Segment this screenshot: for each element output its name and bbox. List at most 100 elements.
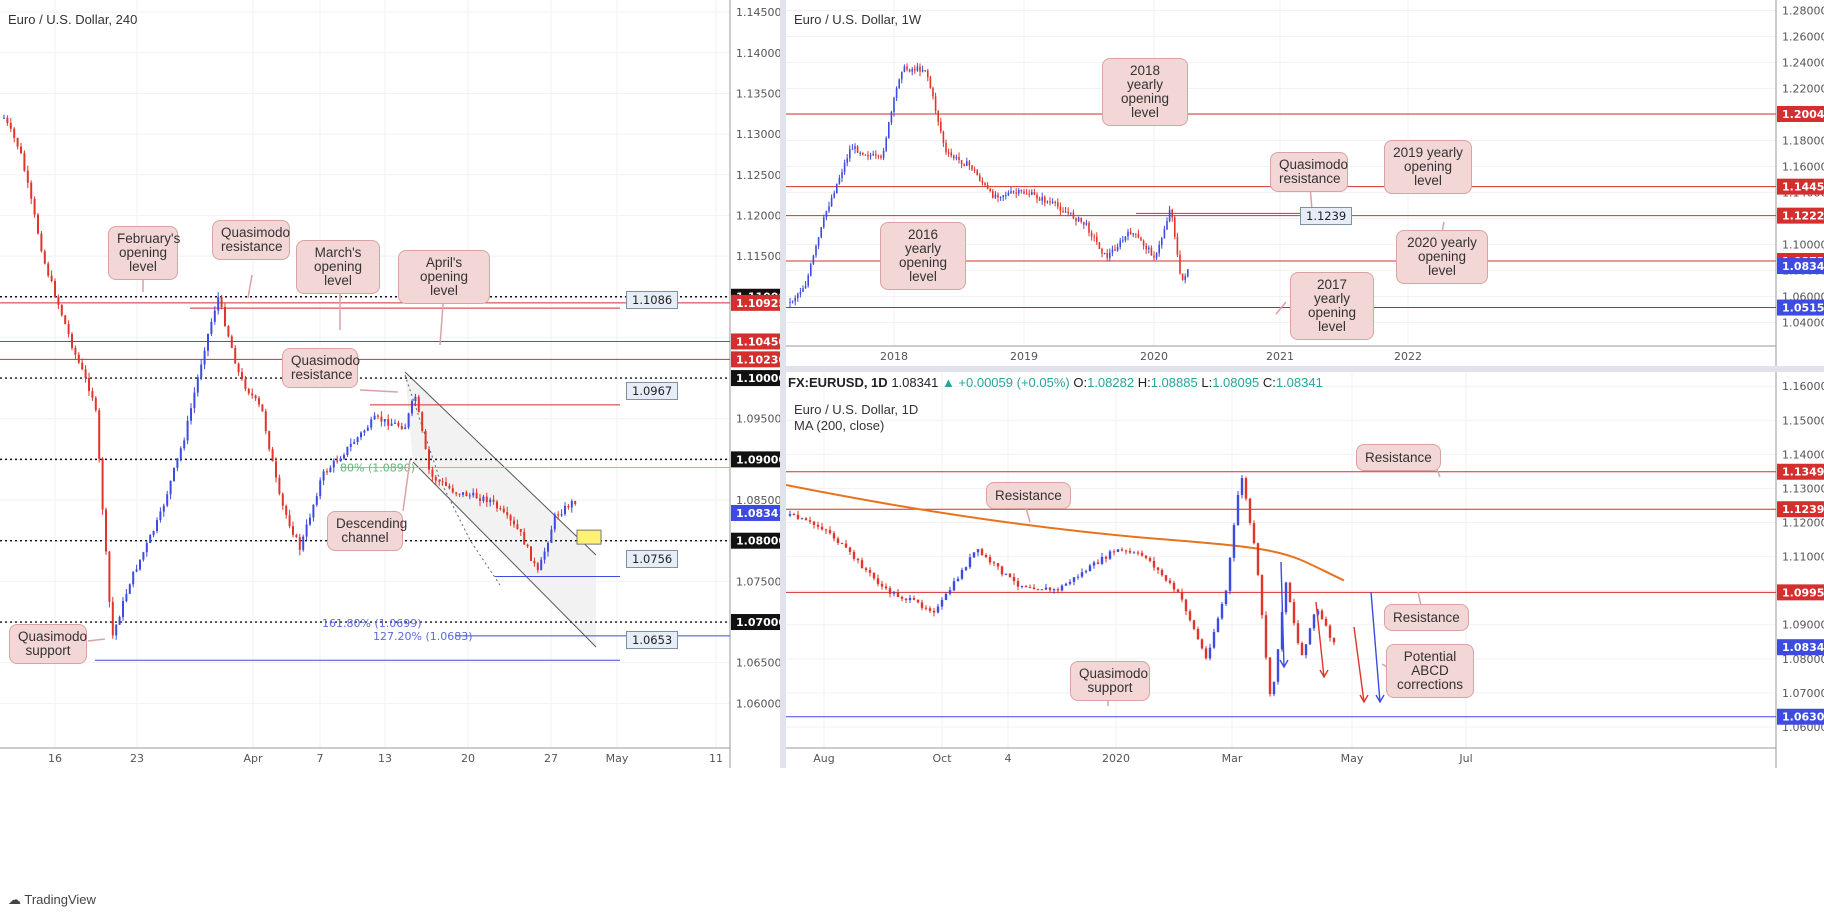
h4-candle-body bbox=[475, 492, 478, 499]
h4-candle-body bbox=[200, 364, 203, 378]
weekly-candle-body bbox=[804, 285, 807, 289]
daily-candle-body bbox=[964, 567, 968, 571]
daily-candle-body bbox=[1260, 574, 1264, 616]
tradingview-logo[interactable]: ☁ TradingView bbox=[8, 892, 96, 908]
daily-price-tag-bg bbox=[1777, 501, 1824, 518]
daily-candle-body bbox=[1044, 587, 1048, 590]
h4-candle-body bbox=[543, 551, 546, 560]
h4-candle-body bbox=[482, 496, 485, 501]
daily-chart-svg[interactable]: 1.16000 1.15000 1.14000 1.13000 1.12000 1.110… bbox=[786, 372, 1824, 768]
h4-candle-body bbox=[431, 469, 434, 477]
h4-candle-body bbox=[400, 425, 403, 430]
daily-high: 1.08885 bbox=[1150, 375, 1198, 390]
daily-candle-body bbox=[1144, 555, 1148, 559]
daily-candle-body bbox=[900, 596, 904, 599]
d-y-tick: 1.11000 bbox=[1782, 551, 1824, 564]
daily-close: 1.08341 bbox=[1275, 375, 1323, 390]
daily-candle-body bbox=[1200, 639, 1204, 649]
daily-candle-body bbox=[916, 599, 920, 603]
h4-candle-body bbox=[162, 505, 165, 512]
w-y-tick: 1.26000 bbox=[1782, 31, 1824, 44]
weekly-price-tag-bg bbox=[1777, 258, 1824, 275]
daily-candle-body bbox=[1276, 649, 1280, 682]
weekly-candle-body bbox=[1028, 193, 1030, 195]
weekly-candle-body bbox=[1161, 238, 1163, 245]
h4-candle-body bbox=[523, 531, 526, 545]
weekly-candle-body bbox=[1158, 244, 1160, 254]
weekly-chart-title: Euro / U.S. Dollar, 1W bbox=[794, 12, 922, 27]
h4-candle-body bbox=[26, 170, 29, 183]
weekly-candle-body bbox=[1007, 192, 1010, 196]
vertical-divider[interactable] bbox=[780, 0, 786, 768]
daily-candle-body bbox=[804, 518, 808, 521]
weekly-candle-body bbox=[1119, 240, 1121, 247]
daily-price-tag: 1.08341 bbox=[1782, 641, 1824, 654]
h4-candle-body bbox=[332, 460, 335, 468]
h4-chart-svg[interactable]: 1.14500 1.14000 1.13500 1.13000 1.12500 1.120… bbox=[0, 0, 780, 768]
callout-abcd: Potential ABCD corrections bbox=[1386, 644, 1474, 698]
h4-candle-body bbox=[3, 117, 5, 119]
weekly-candle-body bbox=[841, 172, 843, 178]
daily-chart-pane[interactable]: 1.16000 1.15000 1.14000 1.13000 1.12000 1.110… bbox=[786, 372, 1824, 768]
daily-candle-body bbox=[1160, 569, 1164, 576]
h4-candle-body bbox=[186, 420, 189, 441]
weekly-candle-body bbox=[1002, 195, 1004, 197]
daily-change: ▲ +0.00059 (+0.05%) bbox=[941, 375, 1070, 390]
weekly-candle-body bbox=[1179, 254, 1181, 274]
h4-candle-body bbox=[574, 500, 577, 505]
daily-candle-body bbox=[1156, 567, 1160, 570]
horizontal-divider[interactable] bbox=[786, 366, 1824, 372]
weekly-candle-body bbox=[1088, 222, 1090, 233]
weekly-candle-body bbox=[981, 180, 984, 184]
daily-candle-body bbox=[1060, 585, 1064, 591]
weekly-candle-body bbox=[1015, 192, 1017, 194]
daily-candle-body bbox=[1112, 551, 1116, 553]
daily-candle-body bbox=[860, 560, 864, 569]
h4-candle-body bbox=[23, 153, 26, 171]
weekly-candle-body bbox=[862, 152, 864, 155]
abcd-arrow bbox=[1315, 601, 1325, 678]
d-y-tick: 1.08000 bbox=[1782, 653, 1824, 666]
weekly-candle-body bbox=[1010, 191, 1012, 193]
weekly-candle-body bbox=[1140, 237, 1142, 241]
weekly-candle-body bbox=[906, 66, 908, 70]
h4-candle-body bbox=[502, 508, 505, 513]
callout-pointer bbox=[402, 459, 411, 512]
h4-candle-body bbox=[60, 304, 63, 316]
daily-candle-body bbox=[1292, 602, 1296, 624]
h4-candle-body bbox=[54, 280, 56, 297]
h4-candle-body bbox=[302, 536, 305, 550]
weekly-candle-body bbox=[932, 88, 934, 97]
daily-last: 1.08341 bbox=[891, 375, 939, 390]
daily-candle-body bbox=[1012, 576, 1016, 582]
d-y-tick: 1.07000 bbox=[1782, 687, 1824, 700]
h4-candle-body bbox=[128, 584, 131, 594]
h4-candle-body bbox=[74, 347, 77, 355]
daily-candle-body bbox=[928, 608, 932, 611]
h4-chart-pane[interactable]: 1.14500 1.14000 1.13500 1.13000 1.12500 1.120… bbox=[0, 0, 780, 768]
weekly-candle-body bbox=[963, 164, 965, 166]
daily-candle-body bbox=[908, 598, 912, 601]
h4-candle-body bbox=[91, 391, 94, 398]
daily-candle-body bbox=[1008, 573, 1012, 577]
daily-candle-body bbox=[1308, 628, 1312, 645]
weekly-candle-body bbox=[1070, 212, 1072, 214]
h4-candle-body bbox=[445, 482, 447, 486]
h4-candle-body bbox=[383, 419, 386, 422]
daily-candle-body bbox=[1136, 552, 1140, 554]
d-x-tick: Oct bbox=[932, 752, 952, 765]
h4-candle-body bbox=[217, 297, 220, 311]
weekly-chart-pane[interactable]: 1.280001.260001.240001.220001.200001.180… bbox=[786, 0, 1824, 366]
daily-candle-body bbox=[1228, 557, 1232, 591]
channel-lower bbox=[412, 461, 597, 648]
weekly-candle-body bbox=[919, 66, 921, 72]
h4-candle-body bbox=[509, 515, 512, 521]
weekly-candle-body bbox=[1142, 240, 1145, 246]
h4-candle-body bbox=[37, 214, 39, 234]
daily-candle-body bbox=[876, 578, 880, 584]
h4-candle-body bbox=[295, 534, 298, 538]
abcd-arrowhead bbox=[1359, 694, 1369, 704]
w-y-tick: 1.22000 bbox=[1782, 83, 1824, 96]
h4-candle-body bbox=[234, 347, 237, 364]
daily-candle-body bbox=[888, 588, 892, 594]
